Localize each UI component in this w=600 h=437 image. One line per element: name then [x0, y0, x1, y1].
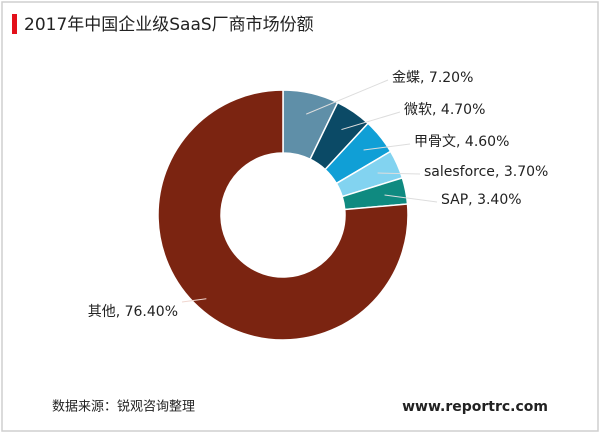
- label-separator: ,: [432, 102, 441, 118]
- data-label: 微软, 4.70%: [404, 102, 485, 118]
- leader-line: [306, 79, 389, 115]
- category-label: salesforce: [424, 164, 495, 180]
- leader-line: [341, 111, 401, 131]
- label-separator: ,: [468, 192, 477, 208]
- chart-title: 2017年中国企业级SaaS厂商市场份额: [24, 15, 314, 35]
- slice: [157, 89, 409, 341]
- leader-line: [363, 143, 411, 151]
- title-accent: [12, 14, 17, 34]
- category-label: SAP: [441, 192, 468, 208]
- data-label: salesforce, 3.70%: [424, 164, 548, 180]
- data-label: SAP, 3.40%: [441, 192, 522, 208]
- value-label: 76.40%: [125, 304, 178, 320]
- data-label: 其他, 76.40%: [88, 304, 178, 320]
- website: www.reportrc.com: [402, 399, 548, 415]
- value-label: 4.60%: [465, 134, 509, 150]
- value-label: 3.40%: [477, 192, 521, 208]
- data-label: 金蝶, 7.20%: [392, 70, 473, 86]
- label-separator: ,: [495, 164, 504, 180]
- label-separator: ,: [420, 70, 429, 86]
- data-label: 甲骨文, 4.60%: [414, 134, 509, 150]
- category-label: 金蝶: [392, 70, 420, 86]
- source: 数据来源：锐观咨询整理: [52, 400, 195, 415]
- value-label: 4.70%: [441, 102, 485, 118]
- category-label: 微软: [404, 102, 432, 118]
- category-label: 甲骨文: [414, 134, 456, 150]
- value-label: 7.20%: [429, 70, 473, 86]
- label-separator: ,: [116, 304, 125, 320]
- label-separator: ,: [456, 134, 465, 150]
- category-label: 其他: [88, 304, 116, 320]
- leader-line: [377, 172, 421, 175]
- leader-line: [181, 298, 207, 303]
- value-label: 3.70%: [504, 164, 548, 180]
- leader-line: [384, 194, 438, 203]
